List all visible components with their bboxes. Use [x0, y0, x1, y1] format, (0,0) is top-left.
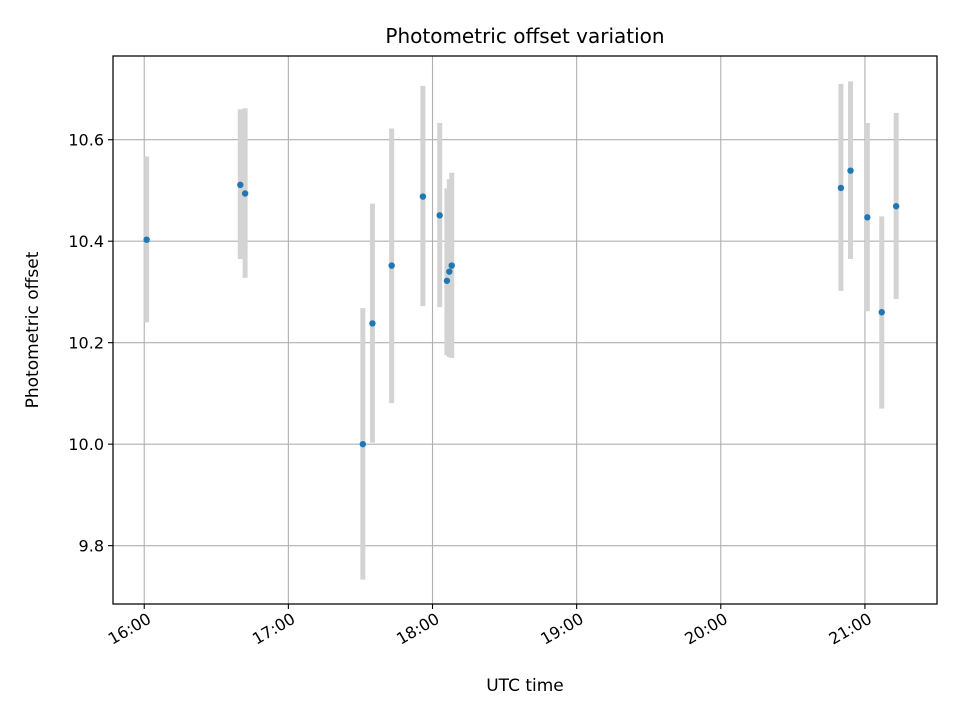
y-tick-label: 10.4	[68, 232, 104, 251]
data-point	[436, 212, 443, 219]
plot-frame	[112, 55, 938, 605]
data-points	[143, 167, 900, 448]
x-tick-label: 20:00	[681, 609, 730, 649]
data-point	[241, 190, 249, 197]
chart-title: Photometric offset variation	[385, 24, 664, 48]
x-axis-label: UTC time	[486, 676, 564, 696]
x-tick-label: 16:00	[105, 609, 154, 649]
data-point	[359, 440, 367, 448]
data-point	[448, 262, 455, 269]
data-point	[237, 181, 244, 189]
y-tick-label: 10.2	[68, 334, 104, 353]
x-tick-label: 18:00	[393, 609, 442, 649]
data-point	[419, 193, 427, 200]
data-point	[388, 262, 395, 269]
data-point	[837, 184, 845, 192]
x-tick-label: 21:00	[825, 609, 874, 649]
y-tick-label: 10.0	[68, 435, 104, 454]
data-point	[443, 277, 451, 284]
error-bars	[144, 81, 899, 580]
data-point	[369, 320, 376, 327]
y-tick-label: 9.8	[79, 537, 104, 556]
grid	[113, 56, 937, 604]
data-point	[878, 309, 885, 316]
y-tick-label: 10.6	[68, 131, 104, 150]
data-point	[892, 202, 900, 210]
data-point	[864, 214, 871, 221]
y-axis-ticks: 9.8 10.0 10.2 10.4 10.6	[68, 131, 113, 556]
x-tick-label: 19:00	[537, 609, 586, 649]
data-point	[143, 236, 150, 243]
data-point	[446, 268, 453, 275]
data-point	[847, 167, 854, 174]
x-tick-label: 17:00	[249, 609, 298, 649]
y-axis-label: Photometric offset	[23, 251, 43, 408]
x-axis-ticks: 16:00 17:00 18:00 19:00 20:00 21:00	[105, 604, 875, 649]
